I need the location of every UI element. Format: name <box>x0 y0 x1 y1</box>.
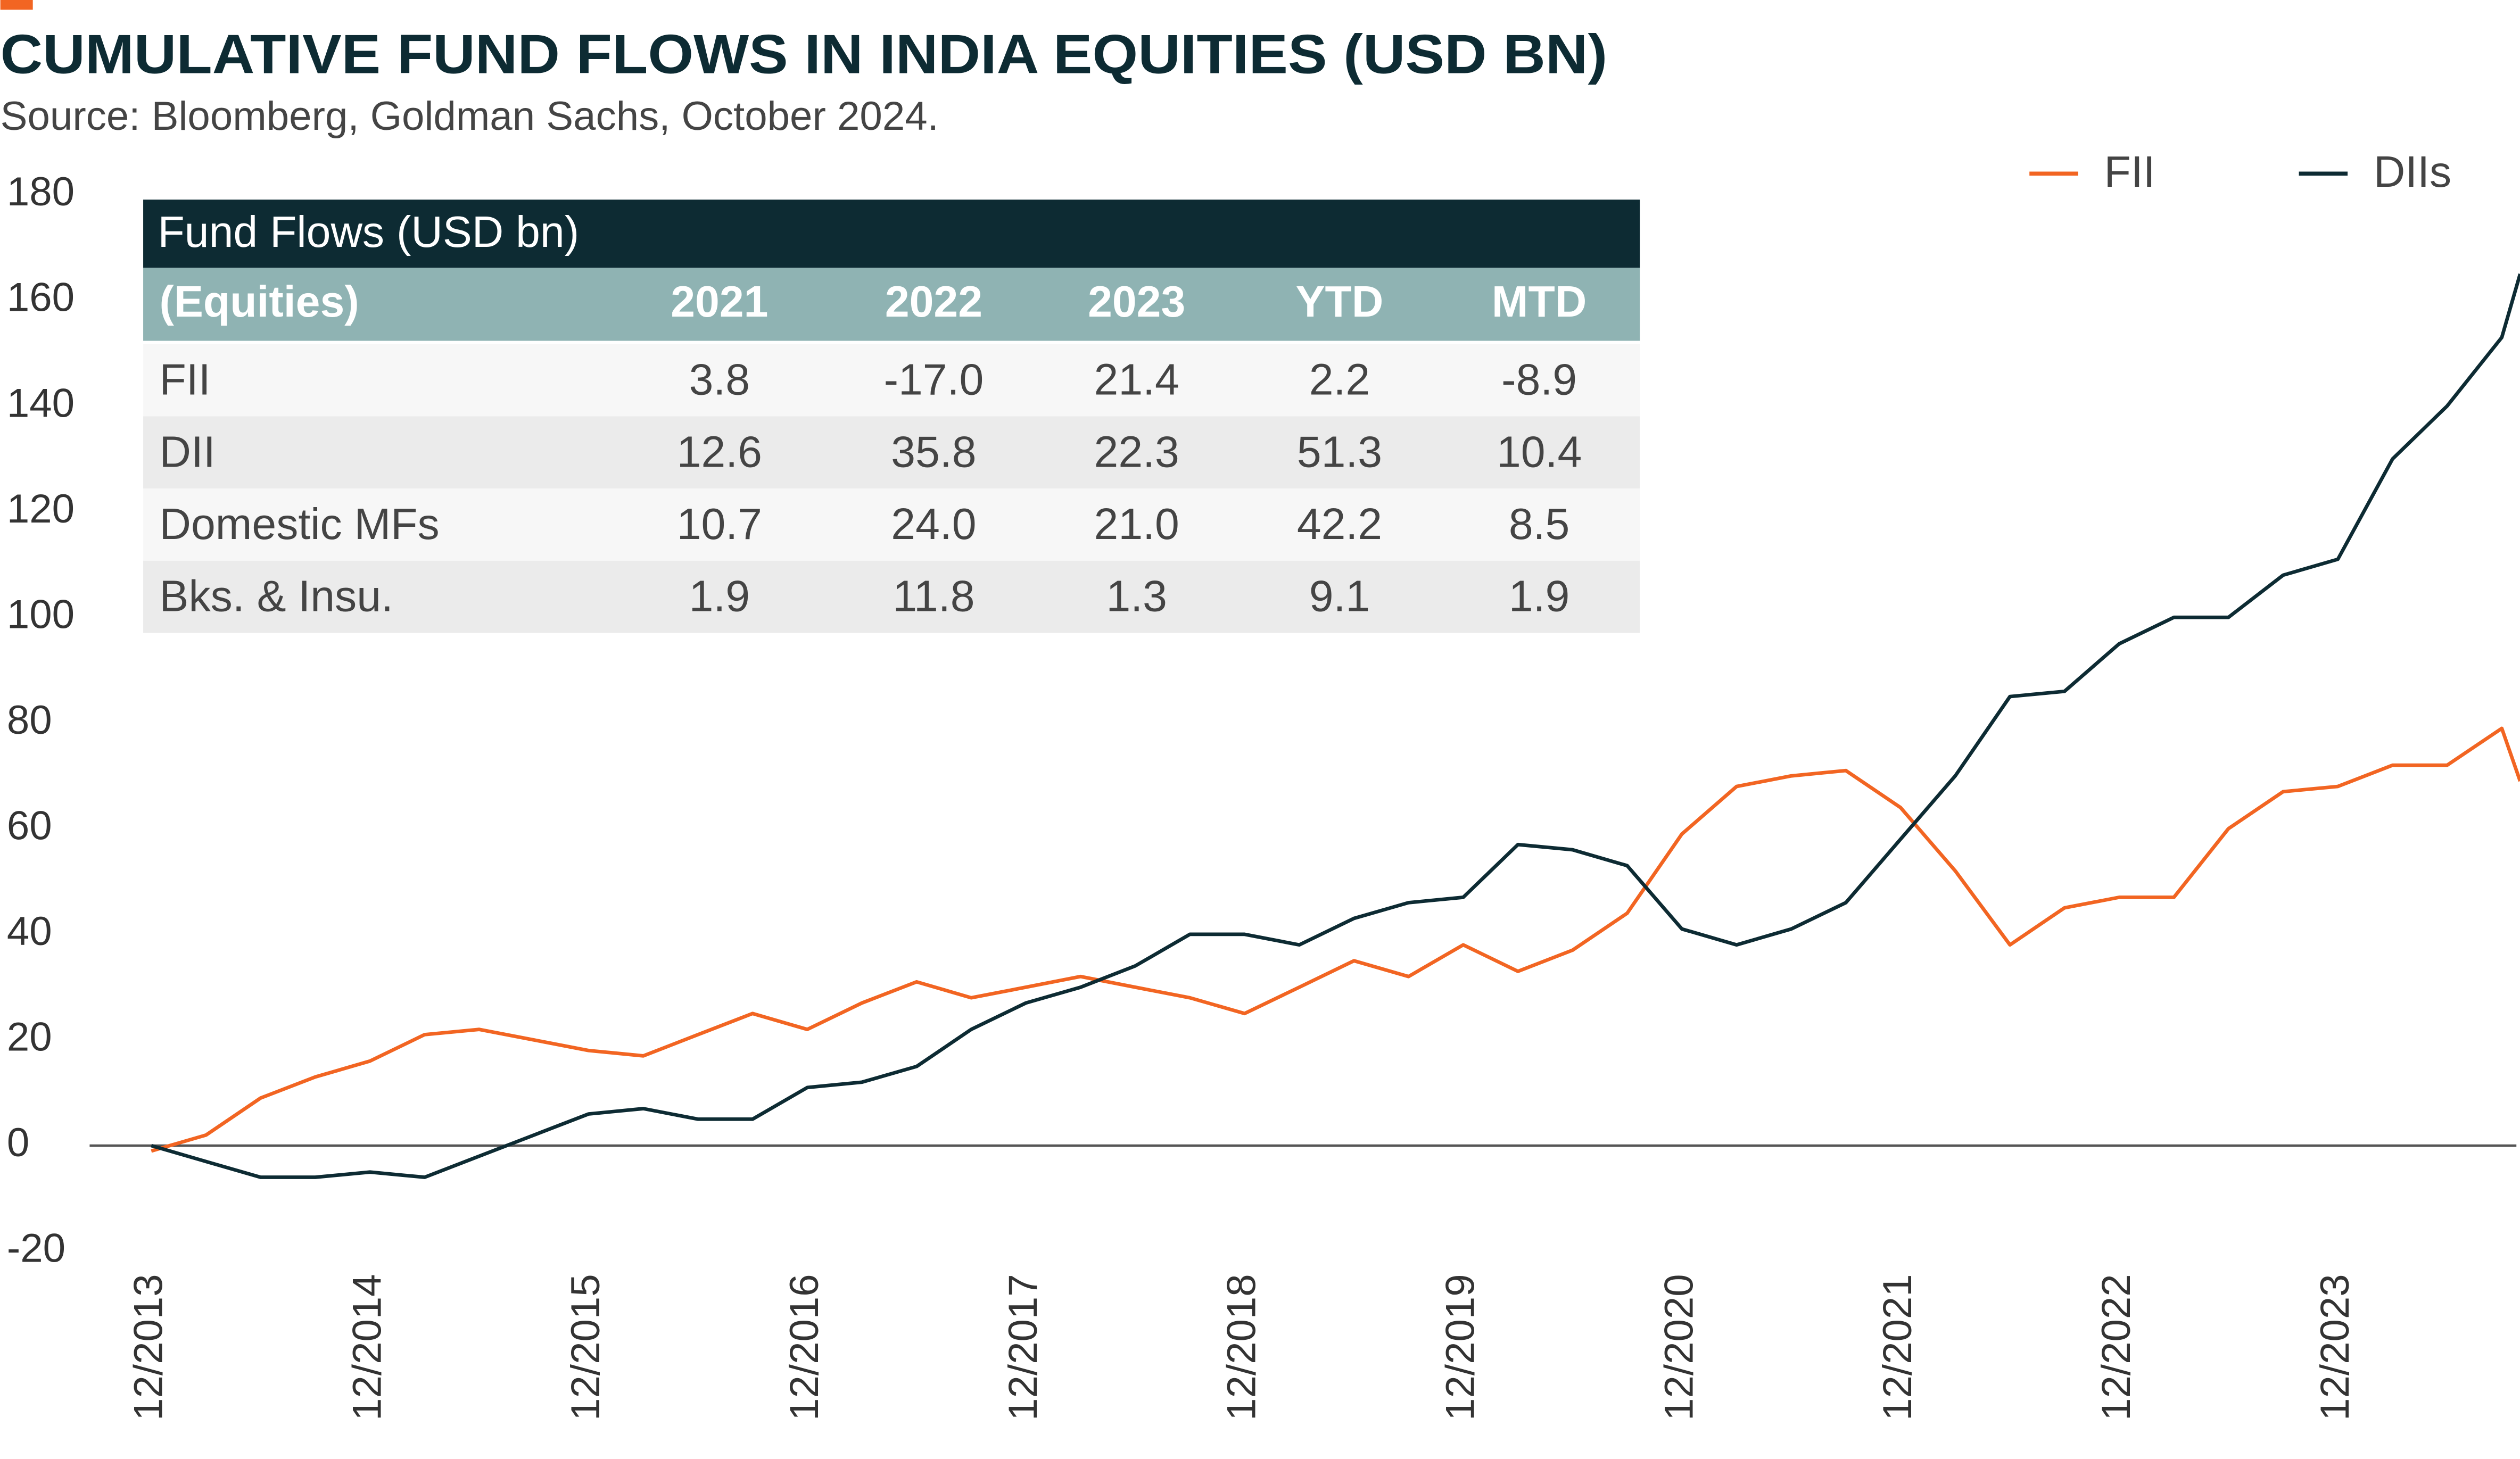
table-cell: 10.7 <box>677 500 762 549</box>
table-cell: 24.0 <box>891 500 976 549</box>
x-tick-label: 12/2014 <box>344 1274 390 1421</box>
x-tick-label: 12/2023 <box>2312 1274 2358 1421</box>
accent-bar <box>0 0 33 10</box>
x-tick-label: 12/2018 <box>1219 1274 1265 1421</box>
table-cell: 8.5 <box>1509 500 1569 549</box>
table-cell: Domestic MFs <box>160 500 440 549</box>
y-tick-label: 120 <box>7 486 75 532</box>
table-cell: 10.4 <box>1497 427 1582 476</box>
y-tick-label: 140 <box>7 380 75 426</box>
table-cell: 12.6 <box>677 427 762 476</box>
table-title: Fund Flows (USD bn) <box>158 208 580 256</box>
series-line <box>151 726 2520 1153</box>
y-tick-label: 80 <box>7 698 52 743</box>
table-header-bg <box>143 268 1640 341</box>
table-cell: 42.2 <box>1297 500 1382 549</box>
table-cell: 9.1 <box>1309 572 1370 621</box>
x-tick-label: 12/2015 <box>563 1274 608 1421</box>
table-row-bg <box>143 488 1640 561</box>
table-cell: DII <box>160 427 216 476</box>
y-tick-label: 20 <box>7 1015 52 1060</box>
chart-title: CUMULATIVE FUND FLOWS IN INDIA EQUITIES … <box>1 23 1608 85</box>
table-cell: 1.9 <box>689 572 750 621</box>
x-tick-label: 12/2017 <box>1001 1274 1046 1421</box>
table-header: 2022 <box>885 277 982 326</box>
table: Fund Flows (USD bn) (Equities) 2021 2022 202… <box>143 200 1640 633</box>
x-tick-label: 12/2013 <box>126 1274 171 1421</box>
table-cell: FII <box>160 355 211 404</box>
table-cell: Bks. & Insu. <box>160 572 393 621</box>
y-tick-label: 60 <box>7 803 52 848</box>
legend-label: FII <box>2104 147 2155 196</box>
y-tick-label: 100 <box>7 592 75 637</box>
table-row-bg <box>143 560 1640 633</box>
table-cell: 11.8 <box>893 572 974 621</box>
table-cell: 21.4 <box>1094 355 1179 404</box>
table-cell: 1.9 <box>1509 572 1569 621</box>
table-cell: 3.8 <box>689 355 750 404</box>
table-cell: 1.3 <box>1106 572 1167 621</box>
x-tick-label: 12/2020 <box>1656 1274 1701 1421</box>
table-cell: 22.3 <box>1094 427 1179 476</box>
table-row-bg <box>143 416 1640 489</box>
y-tick-label: 160 <box>7 275 75 320</box>
y-tick-label: 0 <box>7 1120 29 1165</box>
y-tick-label: -20 <box>7 1226 65 1271</box>
table-cell: 51.3 <box>1297 427 1382 476</box>
table-header: 2021 <box>671 277 768 326</box>
x-tick-label: 12/2022 <box>2094 1274 2139 1421</box>
x-tick-label: 12/2019 <box>1438 1274 1483 1421</box>
table-header: (Equities) <box>160 277 359 326</box>
table-header: MTD <box>1492 277 1587 326</box>
plot-area: -20 0 20 40 60 80 100 120 140 160 180 12/2013 12/201… <box>7 147 2520 1421</box>
y-tick-label: 40 <box>7 909 52 954</box>
chart-subtitle: Source: Bloomberg, Goldman Sachs, Octobe… <box>1 94 939 139</box>
table-header: 2023 <box>1088 277 1185 326</box>
table-cell: -17.0 <box>884 355 984 404</box>
legend-label: DIIs <box>2374 147 2451 196</box>
x-tick-label: 12/2016 <box>782 1274 827 1421</box>
table-cell: 21.0 <box>1094 500 1179 549</box>
table-cell: -8.9 <box>1501 355 1577 404</box>
table-cell: 2.2 <box>1309 355 1370 404</box>
x-tick-label: 12/2021 <box>1875 1274 1920 1421</box>
y-tick-label: 180 <box>7 169 75 214</box>
table-header: YTD <box>1296 277 1384 326</box>
table-cell: 35.8 <box>891 427 976 476</box>
table-title-bg <box>143 200 1640 268</box>
table-row-bg <box>143 344 1640 417</box>
series-line <box>151 273 2520 1179</box>
